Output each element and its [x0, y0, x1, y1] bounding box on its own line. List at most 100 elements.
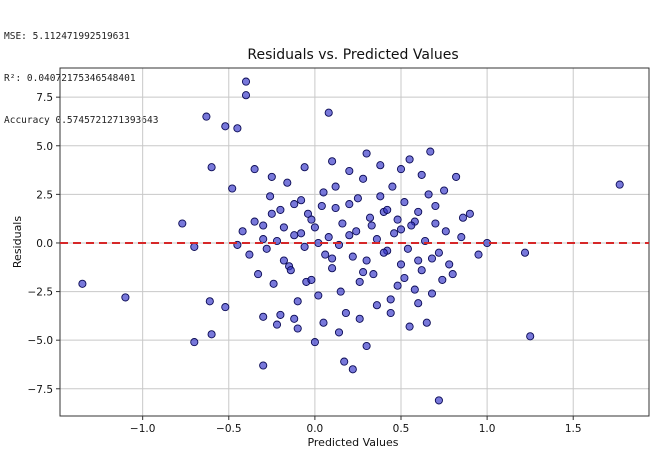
scatter-point [440, 186, 449, 195]
scatter-point [352, 227, 361, 236]
scatter-point [250, 165, 259, 174]
scatter-point [379, 248, 388, 257]
scatter-point [207, 163, 216, 172]
scatter-point [238, 227, 247, 236]
scatter-point [319, 318, 328, 327]
scatter-point [233, 124, 242, 133]
metrics-output: MSE: 5.112471992519631 R²: 0.04072175346… [4, 2, 158, 142]
scatter-point [414, 299, 423, 308]
x-tick-label: 0.5 [393, 423, 410, 435]
scatter-point [259, 312, 268, 321]
scatter-point [458, 213, 468, 222]
x-tick-label: 1.0 [479, 423, 496, 435]
scatter-point [341, 308, 350, 318]
scatter-point [474, 250, 483, 259]
scatter-point [259, 361, 268, 370]
scatter-point [267, 172, 276, 181]
scatter-point [405, 155, 414, 164]
scatter-point [241, 77, 251, 86]
scatter-point [283, 178, 292, 187]
scatter-point [78, 279, 87, 288]
scatter-point [365, 213, 375, 222]
y-tick-label: 2.5 [36, 189, 53, 201]
scatter-point [407, 221, 416, 230]
scatter-point [207, 330, 216, 339]
scatter-point [293, 324, 302, 333]
scatter-point [267, 209, 276, 218]
scatter-point [417, 266, 426, 275]
scatter-point [310, 223, 319, 232]
scatter-point [367, 221, 376, 230]
scatter-point [362, 256, 371, 265]
scatter-point [400, 273, 409, 283]
scatter-point [293, 297, 302, 306]
scatter-point [178, 219, 187, 228]
scatter-point [417, 170, 426, 179]
scatter-point [297, 196, 306, 205]
scatter-point [427, 289, 437, 298]
scatter-point [526, 332, 535, 341]
scatter-point [372, 235, 381, 244]
scatter-point [445, 260, 454, 269]
scatter-points [78, 77, 624, 405]
scatter-point [386, 308, 395, 318]
scatter-point [426, 147, 435, 156]
y-tick-label: −5.0 [28, 335, 54, 347]
scatter-point [324, 108, 333, 117]
scatter-point [300, 163, 309, 172]
scatter-point [376, 161, 385, 170]
scatter-point [259, 235, 268, 244]
chart-title: Residuals vs. Predicted Values [247, 47, 458, 63]
scatter-point [290, 314, 299, 323]
scatter-point [393, 215, 402, 224]
scatter-point [348, 365, 357, 374]
y-axis-ticks: −7.5 −5.0 −2.5 0.0 2.5 5.0 7.5 [28, 92, 60, 396]
r2-text: R²: 0.04072175346548401 [4, 73, 136, 84]
scatter-point [336, 287, 345, 296]
x-axis-label: Predicted Values [307, 436, 398, 449]
scatter-point [310, 338, 319, 347]
scatter-point [300, 242, 309, 251]
scatter-point [448, 270, 457, 279]
scatter-point [245, 250, 254, 259]
scatter-point [414, 256, 423, 265]
scatter-point [452, 172, 461, 181]
scatter-point [369, 270, 378, 279]
scatter-point [388, 182, 397, 191]
scatter-point [269, 279, 278, 288]
scatter-point [272, 320, 282, 329]
scatter-point [359, 174, 368, 183]
scatter-point [359, 268, 368, 277]
scatter-point [396, 260, 406, 269]
scatter-point [345, 166, 354, 176]
scatter-point [314, 291, 323, 300]
scatter-point [434, 248, 443, 257]
scatter-point [414, 207, 423, 216]
x-tick-label: 1.5 [565, 423, 582, 435]
y-tick-label: −2.5 [28, 287, 54, 299]
y-tick-label: −7.5 [28, 384, 54, 396]
scatter-point [290, 200, 299, 209]
scatter-point [266, 192, 275, 201]
scatter-point [465, 209, 474, 218]
scatter-point [376, 192, 385, 201]
scatter-point [286, 266, 295, 275]
scatter-point [457, 233, 466, 242]
scatter-point [396, 225, 406, 234]
scatter-point [254, 270, 263, 279]
scatter-point [362, 149, 371, 158]
scatter-point [319, 188, 328, 197]
scatter-point [405, 322, 414, 331]
y-tick-label: 5.0 [36, 141, 53, 153]
scatter-point [221, 303, 230, 312]
scatter-point [262, 244, 271, 253]
scatter-point [228, 184, 237, 193]
scatter-point [431, 219, 440, 228]
scatter-point [276, 205, 285, 214]
scatter-point [441, 227, 450, 236]
x-tick-label: 0.0 [307, 423, 324, 435]
y-tick-label: 7.5 [36, 92, 53, 104]
scatter-point [221, 122, 230, 131]
scatter-point [520, 248, 530, 257]
